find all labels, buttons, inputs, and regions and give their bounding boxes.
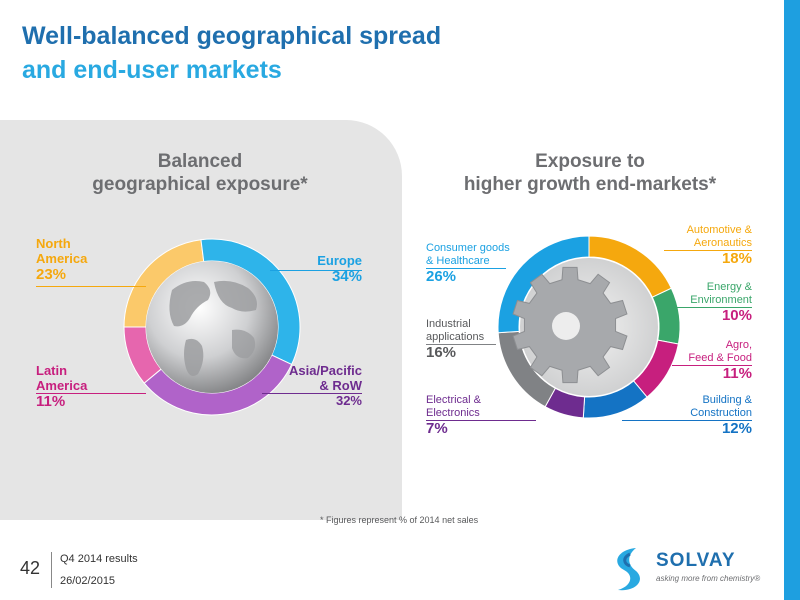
logo-wordmark: SOLVAY bbox=[656, 550, 736, 571]
rule-agro bbox=[672, 365, 752, 366]
rule-latin-america bbox=[36, 393, 146, 394]
footer-divider bbox=[51, 552, 52, 588]
label-north-america-name1: North bbox=[36, 236, 71, 251]
label-industrial-name2: applications bbox=[426, 331, 485, 343]
label-building-value: 12% bbox=[721, 420, 752, 437]
rule-automotive bbox=[664, 250, 752, 251]
rule-building bbox=[622, 420, 752, 421]
label-asia-pacific-name2: & RoW bbox=[319, 378, 362, 393]
label-automotive-name1: Automotive & bbox=[686, 224, 752, 236]
geo-chart-title-line2: geographical exposure* bbox=[92, 174, 308, 195]
label-energy-value: 10% bbox=[721, 307, 752, 324]
gear-icon bbox=[512, 258, 658, 396]
label-automotive: Automotive & Aeronautics 18% bbox=[652, 224, 752, 268]
rule-europe bbox=[270, 270, 362, 271]
label-agro-name2: Feed & Food bbox=[688, 352, 752, 364]
page-title-line1: Well-balanced geographical spread bbox=[22, 22, 442, 50]
market-chart-title-line1: Exposure to bbox=[535, 151, 645, 172]
label-industrial-value: 16% bbox=[426, 344, 457, 361]
label-consumer-goods-name1: Consumer goods bbox=[426, 242, 510, 254]
page-title-line2: and end-user markets bbox=[22, 56, 282, 84]
label-electrical-name2: Electronics bbox=[426, 407, 480, 419]
label-asia-pacific-value: 32% bbox=[335, 393, 362, 408]
solvay-logo-icon bbox=[617, 548, 640, 591]
label-asia-pacific-name1: Asia/Pacific bbox=[289, 363, 362, 378]
label-automotive-value: 18% bbox=[721, 250, 752, 267]
market-chart-title: Exposure to higher growth end-markets* bbox=[430, 150, 750, 196]
rule-consumer-goods bbox=[426, 268, 506, 269]
label-building-name1: Building & bbox=[702, 394, 752, 406]
footer-date: 26/02/2015 bbox=[60, 575, 116, 587]
label-industrial: Industrial applications 16% bbox=[426, 318, 484, 362]
rule-electrical bbox=[426, 420, 536, 421]
label-electrical-name1: Electrical & bbox=[426, 394, 482, 406]
label-latin-america: Latin America 11% bbox=[36, 363, 87, 411]
logo-tagline: asking more from chemistry® bbox=[656, 574, 761, 583]
label-electrical-value: 7% bbox=[426, 420, 448, 437]
footer-report-name: Q4 2014 results bbox=[60, 553, 138, 565]
label-electrical: Electrical & Electronics 7% bbox=[426, 394, 481, 438]
label-north-america-name2: America bbox=[36, 251, 88, 266]
label-asia-pacific: Asia/Pacific & RoW 32% bbox=[252, 363, 362, 408]
rule-asia-pacific bbox=[262, 393, 362, 394]
label-europe: Europe 34% bbox=[262, 253, 362, 286]
label-latin-america-name1: Latin bbox=[36, 363, 68, 378]
accent-stripe bbox=[784, 0, 800, 600]
label-consumer-goods-name2: & Healthcare bbox=[426, 255, 490, 267]
label-consumer-goods: Consumer goods & Healthcare 26% bbox=[426, 242, 510, 286]
label-building: Building & Construction 12% bbox=[642, 394, 752, 438]
label-latin-america-value: 11% bbox=[36, 393, 66, 410]
geo-chart-title: Balanced geographical exposure* bbox=[40, 150, 360, 196]
label-agro-value: 11% bbox=[722, 365, 752, 382]
label-agro: Agro, Feed & Food 11% bbox=[652, 339, 752, 383]
label-europe-name: Europe bbox=[317, 253, 362, 268]
rule-energy bbox=[672, 307, 752, 308]
market-chart-title-line2: higher growth end-markets* bbox=[463, 174, 717, 195]
label-building-name2: Construction bbox=[690, 407, 752, 419]
label-north-america-value: 23% bbox=[36, 266, 67, 283]
geo-chart-title-line1: Balanced bbox=[157, 151, 243, 172]
label-energy: Energy & Environment 10% bbox=[652, 281, 752, 325]
footnote: * Figures represent % of 2014 net sales bbox=[320, 515, 479, 525]
rule-north-america bbox=[36, 286, 146, 287]
label-consumer-goods-value: 26% bbox=[426, 268, 457, 285]
label-automotive-name2: Aeronautics bbox=[693, 237, 752, 249]
label-industrial-name1: Industrial bbox=[426, 318, 471, 330]
globe-icon bbox=[146, 261, 278, 393]
label-energy-name1: Energy & bbox=[706, 281, 752, 293]
label-agro-name1: Agro, bbox=[725, 339, 752, 351]
label-energy-name2: Environment bbox=[690, 294, 752, 306]
label-europe-value: 34% bbox=[331, 268, 362, 285]
page-number: 42 bbox=[20, 558, 41, 578]
label-latin-america-name2: America bbox=[36, 378, 88, 393]
label-north-america: North America 23% bbox=[36, 236, 87, 284]
rule-industrial bbox=[426, 344, 496, 345]
